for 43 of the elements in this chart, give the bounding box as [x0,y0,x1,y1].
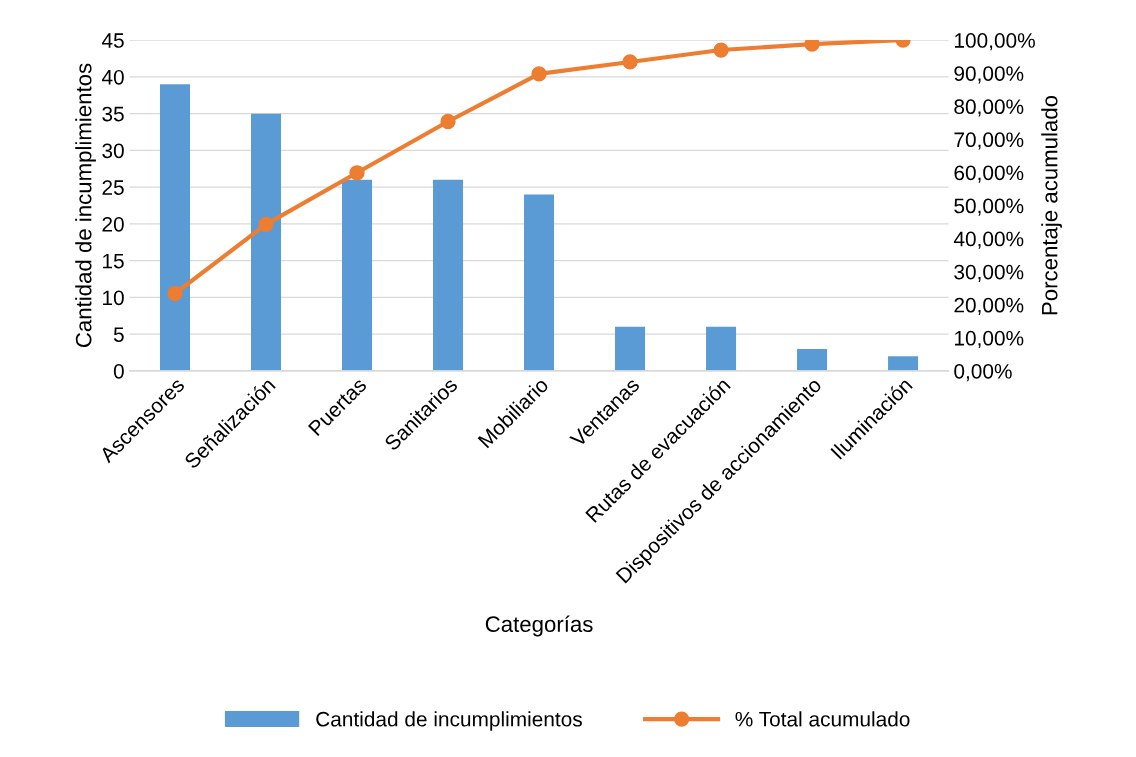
legend-label: % Total acumulado [735,711,910,727]
y2-tick-label: 90,00% [954,66,1024,84]
bar [524,194,555,371]
y2-tick-label: 100,00% [955,33,1035,51]
y2-tick-label: 10,00% [955,330,1024,349]
point [804,40,820,52]
bar [615,326,646,371]
bar [797,348,828,371]
point [440,113,456,130]
bar [342,179,373,371]
bar [159,84,191,371]
y2-tick-label: 70,00% [954,132,1024,150]
y-tick-label: 0 [113,363,124,379]
y-tick-label: 15 [103,253,124,269]
y-tick-label: 25 [102,180,124,195]
y-tick-label: 40 [101,69,124,85]
y2-tick-label: 30,00% [954,264,1024,282]
y-tick-label: 45 [101,33,124,48]
bar [433,179,464,371]
bar [888,356,919,371]
y2-axis-title: Porcentaje acumulado [1041,95,1062,315]
y-tick-label: 35 [102,106,124,122]
y-tick-label: 30 [102,143,124,159]
point [531,66,547,82]
y2-tick-label: 60,00% [954,165,1024,183]
point [713,42,729,58]
legend-label: Cantidad de incumplimientos [316,711,582,731]
bar [706,326,737,371]
y2-tick-label: 20,00% [954,297,1024,315]
y2-tick-label: 40,00% [953,231,1024,249]
point [622,54,638,70]
y2-tick-label: 80,00% [954,99,1024,117]
y-tick-label: 20 [102,216,124,232]
bar [251,113,282,371]
point [349,165,365,181]
y-tick-label: 10 [103,290,124,306]
x-axis-title: Categorías [485,615,593,637]
point [258,216,274,233]
y-axis-title: Cantidad de incumplimientos [75,63,96,348]
point [167,285,183,302]
y-tick-label: 5 [113,327,124,342]
y2-tick-label: 0,00% [954,363,1012,382]
y2-tick-label: 50,00% [954,198,1024,216]
